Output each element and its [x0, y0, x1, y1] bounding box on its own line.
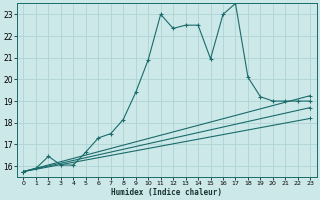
X-axis label: Humidex (Indice chaleur): Humidex (Indice chaleur)	[111, 188, 222, 197]
